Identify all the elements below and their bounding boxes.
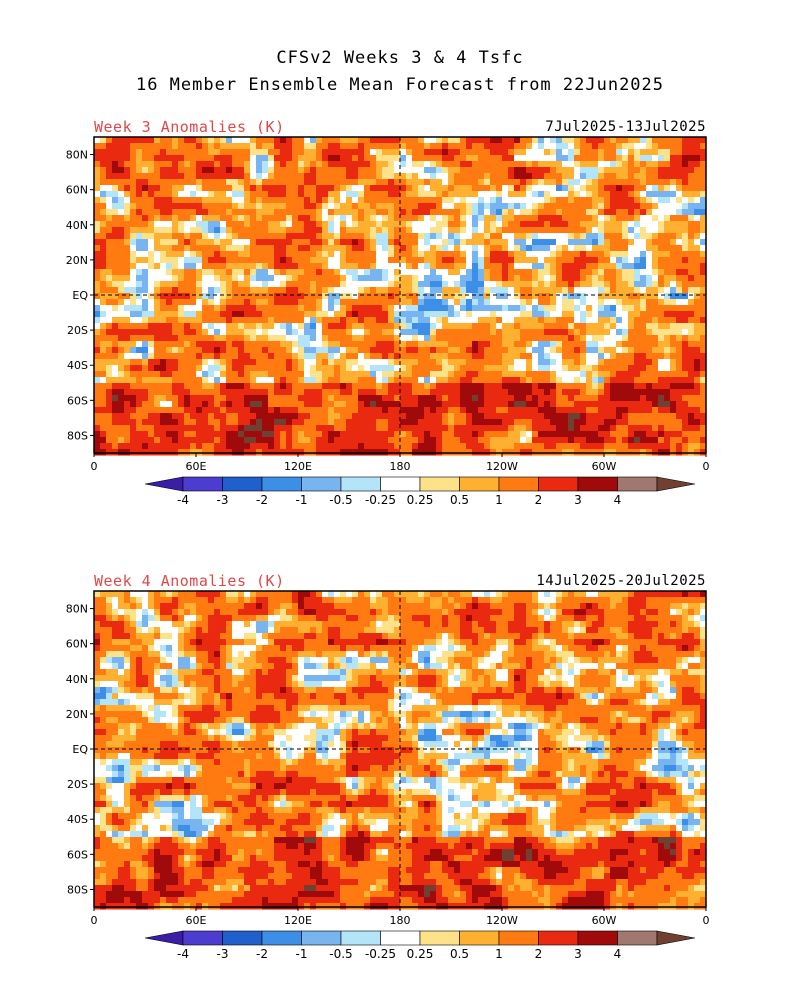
colorbar-tick-label: -1 xyxy=(296,947,308,961)
colorbar-tick-label: 4 xyxy=(614,947,622,961)
lon-tick-label: 0 xyxy=(703,460,710,473)
panel2-dates: 14Jul2025-20Jul2025 xyxy=(536,573,706,589)
panel2-title: Week 4 Anomalies (K) xyxy=(94,572,285,590)
lat-tick-label: 40S xyxy=(67,359,88,372)
lat-tick-label: 60N xyxy=(66,184,88,197)
anomaly-field xyxy=(94,591,707,910)
lon-tick-label: 180 xyxy=(390,914,411,927)
lon-tick-label: 60W xyxy=(592,460,617,473)
lat-tick-label: 80S xyxy=(67,429,88,442)
colorbar-tick-label: -2 xyxy=(256,947,268,961)
lon-tick-label: 120E xyxy=(284,460,312,473)
colorbar-tick-label: -4 xyxy=(177,947,189,961)
colorbar-tick-label: -0.5 xyxy=(329,493,352,507)
panel1-dates: 7Jul2025-13Jul2025 xyxy=(545,119,706,135)
map-panel-1: 80N 60N 40N 20N EQ 20S 40S 60S 80S 0 60E 120E 180 120… xyxy=(66,136,710,473)
colorbar-tick-label: 0.25 xyxy=(407,947,434,961)
lat-tick-label: 80N xyxy=(66,149,88,162)
lon-tick-label: 60E xyxy=(186,914,207,927)
lat-tick-label: 60N xyxy=(66,638,88,651)
lon-tick-label: 120W xyxy=(486,460,518,473)
lon-tick-label: 60W xyxy=(592,914,617,927)
lat-tick-label: EQ xyxy=(72,289,88,302)
colorbar-tick-label: -3 xyxy=(217,493,229,507)
colorbar-tick-label: 2 xyxy=(535,493,543,507)
lon-tick-label: 180 xyxy=(390,460,411,473)
lon-tick-label: 120W xyxy=(486,914,518,927)
colorbar-1: -4 -3 -2 -1 -0.5 -0.25 0.25 0.5 1 2 3 4 xyxy=(144,476,696,507)
lat-tick-label: 80N xyxy=(66,603,88,616)
lon-tick-label: 120E xyxy=(284,914,312,927)
lat-tick-label: 20N xyxy=(66,708,88,721)
colorbar-tick-label: 0.25 xyxy=(407,493,434,507)
panel1-title: Week 3 Anomalies (K) xyxy=(94,118,285,136)
lat-tick-label: 60S xyxy=(67,394,88,407)
map-panel-2: 80N 60N 40N 20N EQ 20S 40S 60S 80S 0 60E 120E 180 120… xyxy=(66,590,710,927)
colorbar-tick-label: -0.5 xyxy=(329,947,352,961)
colorbar-tick-label: 0.5 xyxy=(450,493,469,507)
colorbar-tick-label: 3 xyxy=(574,947,582,961)
lon-tick-label: 60E xyxy=(186,460,207,473)
lon-tick-label: 0 xyxy=(703,914,710,927)
colorbar-tick-label: -2 xyxy=(256,493,268,507)
colorbar-tick-label: 0.5 xyxy=(450,947,469,961)
colorbar-tick-label: 4 xyxy=(614,493,622,507)
figure-title-line1: CFSv2 Weeks 3 & 4 Tsfc xyxy=(276,48,524,68)
lon-tick-label: 0 xyxy=(91,914,98,927)
colorbar-tick-label: -1 xyxy=(296,493,308,507)
colorbar-tick-label: 1 xyxy=(495,947,503,961)
colorbar-tick-label: -3 xyxy=(217,947,229,961)
colorbar-tick-label: -0.25 xyxy=(365,947,396,961)
colorbar-tick-label: 2 xyxy=(535,947,543,961)
colorbar-tick-label: 3 xyxy=(574,493,582,507)
lon-tick-label: 0 xyxy=(91,460,98,473)
colorbar-tick-label: -4 xyxy=(177,493,189,507)
figure-title-line2: 16 Member Ensemble Mean Forecast from 22… xyxy=(135,75,665,95)
lat-tick-label: 40N xyxy=(66,673,88,686)
lat-tick-label: 60S xyxy=(67,848,88,861)
colorbar-tick-label: 1 xyxy=(495,493,503,507)
anomaly-field xyxy=(94,137,707,456)
colorbar-2: -4 -3 -2 -1 -0.5 -0.25 0.25 0.5 1 2 3 4 xyxy=(144,930,696,961)
lat-tick-label: 40S xyxy=(67,813,88,826)
lat-tick-label: 40N xyxy=(66,219,88,232)
colorbar-tick-label: -0.25 xyxy=(365,493,396,507)
lat-tick-label: 20N xyxy=(66,254,88,267)
lat-tick-label: 80S xyxy=(67,883,88,896)
lat-tick-label: EQ xyxy=(72,743,88,756)
lat-tick-label: 20S xyxy=(67,324,88,337)
lat-tick-label: 20S xyxy=(67,778,88,791)
